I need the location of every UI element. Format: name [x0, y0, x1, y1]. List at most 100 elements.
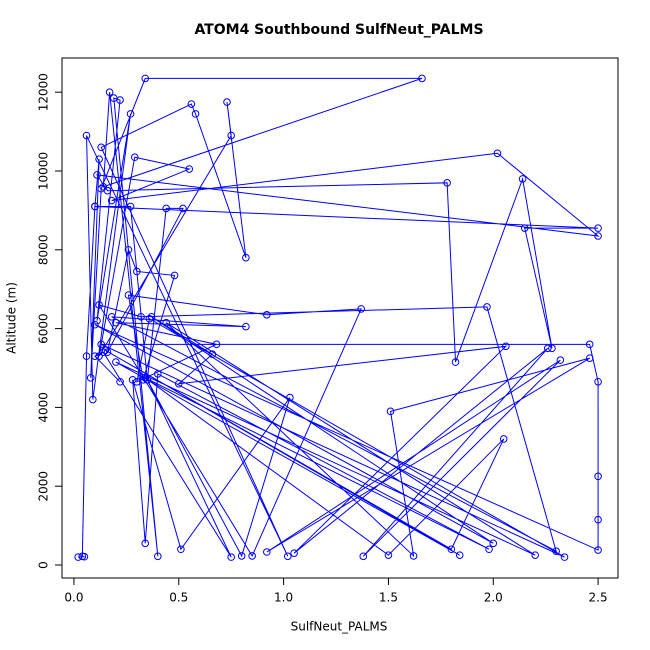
data-point	[227, 553, 235, 561]
data-point	[594, 515, 602, 524]
data-point	[552, 547, 560, 556]
data-point	[242, 322, 250, 331]
data-point	[141, 374, 150, 382]
y-tick-label: 6000	[37, 313, 51, 344]
data-point	[154, 370, 162, 378]
data-point	[223, 98, 231, 106]
data-point	[594, 224, 602, 232]
data-point	[548, 344, 556, 353]
data-point	[116, 96, 124, 104]
data-point	[290, 549, 298, 557]
data-point	[384, 551, 393, 559]
y-tick-label: 10000	[37, 152, 51, 190]
data-point	[357, 305, 365, 313]
data-point	[107, 312, 116, 321]
data-point	[585, 354, 594, 362]
data-point	[518, 175, 527, 183]
data-point	[154, 552, 162, 561]
data-point	[97, 340, 106, 349]
data-point	[455, 551, 464, 559]
data-point	[489, 539, 498, 548]
data-point	[95, 301, 103, 309]
data-point	[237, 552, 246, 560]
y-tick-label: 2000	[37, 471, 51, 502]
data-point	[162, 318, 170, 327]
x-tick-label: 0.5	[169, 591, 188, 605]
data-point	[82, 131, 91, 140]
data-point	[133, 267, 141, 276]
x-tick-label: 1.0	[274, 591, 293, 605]
data-point	[594, 546, 602, 554]
data-point	[520, 224, 529, 232]
data-point	[95, 352, 103, 360]
data-point	[91, 320, 99, 329]
data-point	[594, 377, 602, 386]
y-tick-label: 4000	[37, 392, 51, 423]
data-point	[191, 110, 200, 118]
data-point	[99, 348, 108, 357]
data-point	[103, 186, 112, 195]
data-point	[483, 303, 491, 311]
data-point	[130, 153, 139, 162]
data-point	[170, 271, 179, 280]
data-point	[594, 472, 602, 481]
data-point	[543, 344, 552, 353]
data-point	[124, 245, 133, 254]
data-point	[101, 346, 110, 355]
data-point	[145, 314, 154, 323]
data-point	[179, 204, 187, 213]
data-point	[443, 179, 451, 187]
chart-title: ATOM4 Southbound SulfNeut_PALMS	[194, 22, 483, 38]
data-point	[177, 545, 185, 554]
data-point	[147, 312, 156, 321]
data-point	[208, 350, 217, 359]
data-point	[585, 340, 594, 349]
data-point	[143, 376, 152, 384]
data-point	[263, 548, 271, 556]
data-line	[78, 77, 600, 558]
data-point	[418, 74, 426, 83]
data-point	[124, 291, 133, 299]
data-point	[97, 143, 106, 152]
data-point	[248, 552, 256, 560]
data-point	[112, 358, 120, 366]
x-tick-label: 1.5	[379, 591, 398, 605]
data-point	[386, 407, 395, 416]
y-axis-label: Altitude (m)	[5, 282, 19, 354]
data-point	[283, 552, 292, 561]
data-point	[86, 374, 95, 382]
data-point	[447, 545, 456, 554]
data-point	[107, 196, 116, 205]
data-point	[493, 149, 502, 158]
data-point	[187, 100, 196, 108]
data-point	[242, 253, 250, 262]
y-tick-label: 12000	[37, 73, 51, 111]
x-axis-label: SulfNeut_PALMS	[291, 620, 388, 634]
data-point	[91, 352, 99, 360]
y-tick-label: 8000	[37, 235, 51, 266]
data-point	[116, 377, 124, 386]
data-point	[286, 393, 294, 402]
data-point	[485, 545, 493, 554]
data-point	[112, 318, 120, 327]
data-point	[93, 171, 101, 179]
data-point	[89, 395, 97, 404]
data-point	[502, 342, 510, 351]
data-point	[212, 340, 221, 349]
data-point	[99, 182, 108, 191]
data-point	[126, 110, 135, 118]
data-point	[556, 356, 565, 364]
data-point	[128, 376, 137, 384]
x-tick-label: 0.0	[64, 591, 83, 605]
data-point	[451, 358, 460, 366]
data-point	[141, 539, 150, 548]
data-point	[359, 552, 368, 561]
data-point	[499, 435, 508, 443]
y-tick-label: 0	[37, 561, 51, 569]
x-tick-label: 2.5	[589, 591, 608, 605]
data-point	[126, 202, 135, 211]
data-point	[185, 165, 194, 173]
data-point	[560, 553, 569, 561]
